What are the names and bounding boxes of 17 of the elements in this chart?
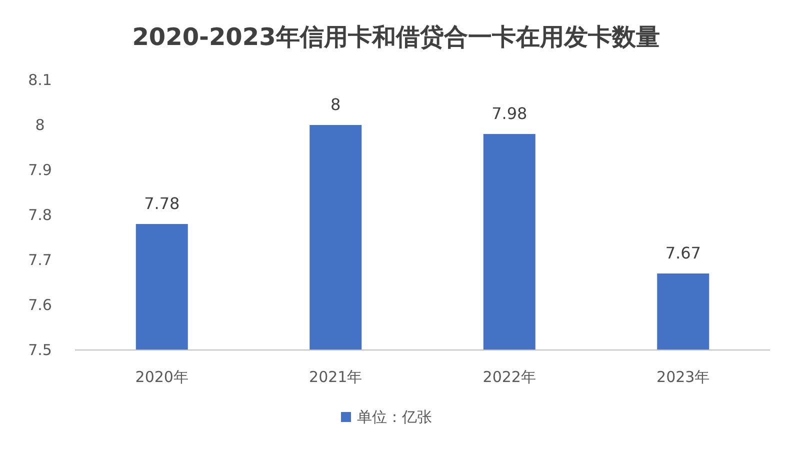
chart-title: 2020-2023年信用卡和借贷合一卡在用发卡数量 <box>132 23 660 51</box>
x-tick-label: 2021年 <box>309 368 362 386</box>
y-tick-label: 8.1 <box>28 71 52 89</box>
y-tick-label: 7.5 <box>28 341 52 359</box>
data-label: 7.78 <box>144 194 180 213</box>
y-tick-label: 7.7 <box>28 251 52 269</box>
y-tick-label: 7.6 <box>28 296 52 314</box>
x-tick-label: 2020年 <box>135 368 188 386</box>
y-tick-label: 7.8 <box>28 206 52 224</box>
data-label: 7.98 <box>492 104 528 123</box>
legend-label: 单位：亿张 <box>357 408 432 426</box>
data-label: 8 <box>330 95 341 114</box>
y-tick-label: 7.9 <box>28 161 52 179</box>
x-tick-label: 2023年 <box>656 368 710 386</box>
x-tick-label: 2022年 <box>482 368 536 386</box>
data-label: 7.67 <box>665 244 701 262</box>
y-tick-label: 8 <box>35 116 45 134</box>
